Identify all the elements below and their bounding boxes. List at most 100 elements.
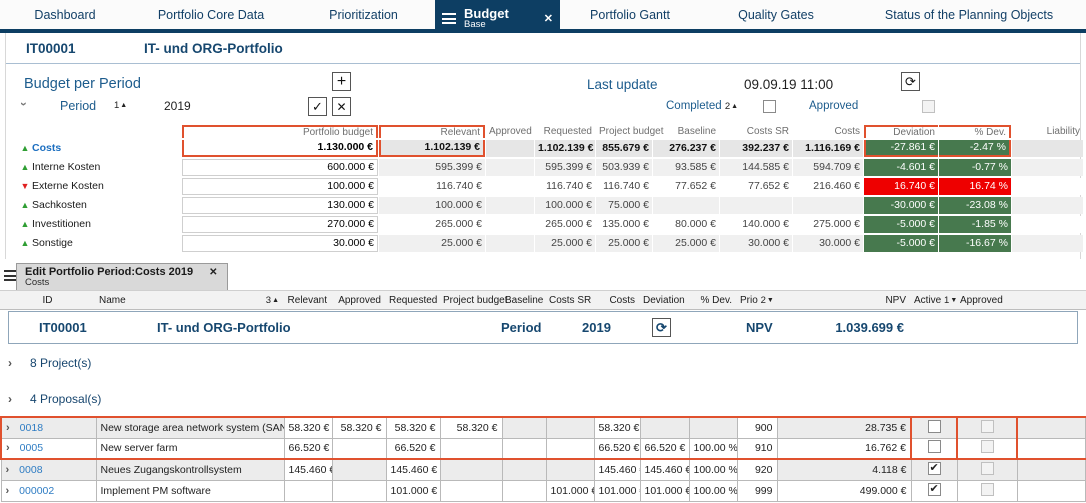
cell-costs[interactable]: 66.520 € xyxy=(593,437,641,460)
col-npv[interactable]: NPV xyxy=(776,290,910,310)
cell-requested[interactable]: 101.000 € xyxy=(385,479,441,502)
cell-costs[interactable]: 58.320 € xyxy=(593,416,641,439)
cancel-button[interactable]: ✕ xyxy=(332,97,351,116)
row-label-costs[interactable]: Costs xyxy=(32,142,62,154)
cell-relevant[interactable]: 145.460 € xyxy=(283,458,333,481)
confirm-button[interactable]: ✓ xyxy=(308,97,327,116)
refresh-icon[interactable]: ⟳ xyxy=(652,318,671,337)
name-sort-badge[interactable]: 3 xyxy=(266,295,279,306)
cell-portfolio-budget[interactable]: 130.000 € xyxy=(182,197,378,214)
cell-portfolio-budget[interactable]: 600.000 € xyxy=(182,159,378,176)
col-deviation[interactable]: Deviation xyxy=(639,290,688,310)
proposal-id-link[interactable]: 0018 xyxy=(19,421,44,434)
active-checkbox[interactable] xyxy=(927,461,941,475)
chevron-right-icon[interactable]: › xyxy=(6,442,10,455)
active-checkbox[interactable] xyxy=(927,419,941,433)
proposal-id-link[interactable]: 0005 xyxy=(19,442,44,455)
completed-sort-badge[interactable]: 2 xyxy=(725,101,738,112)
tab-budget-active[interactable]: Budget Base ✕ xyxy=(435,0,560,37)
proposal-id-link[interactable]: 000002 xyxy=(19,484,55,497)
cell-costs-sr[interactable] xyxy=(545,458,595,481)
refresh-icon[interactable]: ⟳ xyxy=(901,72,920,91)
close-icon[interactable]: ✕ xyxy=(209,266,218,278)
cell-portfolio-budget[interactable]: 1.130.000 € xyxy=(182,140,378,157)
cell-approved[interactable] xyxy=(331,458,387,481)
tab-portfolio-core-data[interactable]: Portfolio Core Data xyxy=(157,7,265,22)
col-id[interactable]: ID xyxy=(0,290,95,310)
proposal-id-link[interactable]: 0008 xyxy=(19,463,43,476)
cell-project-budget: 25.000 € xyxy=(596,235,652,252)
cell-relevant[interactable]: 66.520 € xyxy=(283,437,333,460)
col-baseline[interactable]: Baseline xyxy=(501,290,545,310)
cell-approved[interactable]: 58.320 € xyxy=(331,416,387,439)
cell-portfolio-budget[interactable]: 270.000 € xyxy=(182,216,378,233)
tab-status-planning-objects[interactable]: Status of the Planning Objects xyxy=(884,7,1054,22)
cell-costs-sr[interactable]: 101.000 € xyxy=(545,479,595,502)
period-sort-badge[interactable]: 1 xyxy=(114,100,127,111)
row-label[interactable]: Sachkosten xyxy=(32,199,87,211)
chevron-right-icon[interactable]: › xyxy=(5,463,10,476)
tab-prioritization[interactable]: Prioritization xyxy=(329,7,398,22)
cell-baseline[interactable] xyxy=(501,458,547,481)
cell-relevant[interactable] xyxy=(283,479,333,502)
cell-costs[interactable]: 101.000 € xyxy=(593,479,641,502)
cell-costs[interactable]: 145.460 € xyxy=(593,458,641,481)
cell-costs-sr[interactable] xyxy=(545,416,595,439)
col-active[interactable]: Active 1 xyxy=(910,290,957,310)
trend-icon xyxy=(18,179,32,194)
menu-icon[interactable] xyxy=(442,13,456,24)
active-sort-badge[interactable]: 1 xyxy=(944,295,957,306)
cell-prio[interactable]: 920 xyxy=(736,458,778,481)
cell-relevant[interactable]: 58.320 € xyxy=(283,416,333,439)
cell-deviation xyxy=(639,416,690,439)
cell-prio[interactable]: 999 xyxy=(736,479,778,502)
cell-baseline[interactable] xyxy=(501,479,547,502)
row-label[interactable]: Interne Kosten xyxy=(32,161,101,173)
chevron-right-icon[interactable]: › xyxy=(6,421,10,434)
col-name[interactable]: Name 3 xyxy=(95,290,283,310)
add-period-button[interactable]: + xyxy=(332,72,351,91)
col-pct-dev[interactable]: % Dev. xyxy=(688,290,736,310)
row-label[interactable]: Investitionen xyxy=(32,218,91,230)
chevron-right-icon[interactable]: › xyxy=(8,392,12,406)
cell-baseline[interactable] xyxy=(501,416,547,439)
cell-requested[interactable]: 66.520 € xyxy=(385,437,441,460)
edit-tab[interactable]: Edit Portfolio Period:Costs 2019 ✕ Costs xyxy=(16,263,229,290)
menu-icon[interactable] xyxy=(4,270,18,281)
cell-project-budget[interactable] xyxy=(439,458,503,481)
cell-approved[interactable] xyxy=(331,479,387,502)
active-checkbox[interactable] xyxy=(927,440,941,454)
prio-sort-badge[interactable]: 2 xyxy=(761,295,774,306)
chevron-right-icon[interactable]: › xyxy=(8,356,12,370)
col-project-budget[interactable]: Project budget xyxy=(439,290,508,310)
cell-project-budget[interactable] xyxy=(439,437,503,460)
cell-baseline[interactable] xyxy=(501,437,547,460)
chevron-down-icon[interactable]: › xyxy=(17,102,31,106)
col-costs[interactable]: Costs xyxy=(593,290,639,310)
cell-prio[interactable]: 900 xyxy=(736,416,778,439)
cell-project-budget[interactable] xyxy=(439,479,503,502)
tab-portfolio-gantt[interactable]: Portfolio Gantt xyxy=(590,7,670,22)
tab-dashboard[interactable]: Dashboard xyxy=(34,7,96,22)
row-label[interactable]: Externe Kosten xyxy=(32,180,104,192)
col-requested[interactable]: Requested xyxy=(385,290,439,310)
col-relevant[interactable]: Relevant xyxy=(283,290,331,310)
cell-costs-sr[interactable] xyxy=(545,437,595,460)
chevron-right-icon[interactable]: › xyxy=(5,484,10,497)
cell-portfolio-budget[interactable]: 100.000 € xyxy=(182,178,378,195)
cell-requested[interactable]: 58.320 € xyxy=(385,416,441,439)
active-checkbox[interactable] xyxy=(927,482,941,496)
cell-approved[interactable] xyxy=(331,437,387,460)
col-approved-checkbox[interactable]: Approved xyxy=(956,290,1016,310)
cell-requested[interactable]: 145.460 € xyxy=(385,458,441,481)
col-prio[interactable]: Prio 2 xyxy=(736,290,776,310)
completed-checkbox[interactable] xyxy=(763,100,776,113)
col-costs-sr[interactable]: Costs SR xyxy=(545,290,593,310)
cell-project-budget[interactable]: 58.320 € xyxy=(439,416,503,439)
row-label[interactable]: Sonstige xyxy=(32,237,73,249)
col-approved[interactable]: Approved xyxy=(331,290,385,310)
cell-prio[interactable]: 910 xyxy=(736,437,778,460)
tab-quality-gates[interactable]: Quality Gates xyxy=(738,7,814,22)
close-tab-icon[interactable]: ✕ xyxy=(543,13,553,25)
cell-portfolio-budget[interactable]: 30.000 € xyxy=(182,235,378,252)
